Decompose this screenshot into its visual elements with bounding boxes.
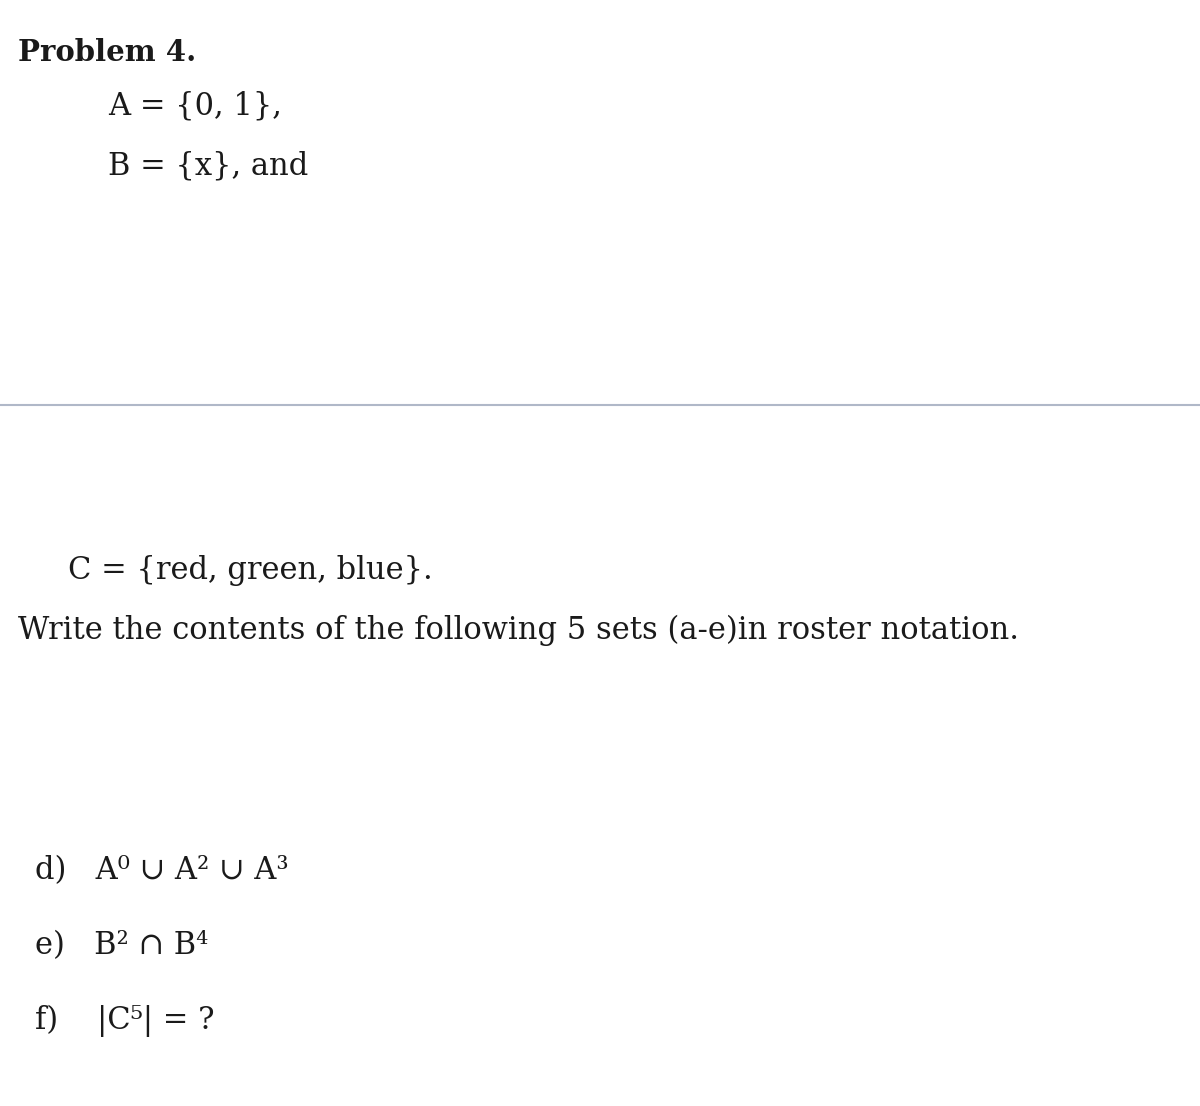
Text: C = {red, green, blue}.: C = {red, green, blue}. [68,555,433,586]
Text: B = {x}, and: B = {x}, and [108,150,308,181]
Text: e)   B² ∩ B⁴: e) B² ∩ B⁴ [35,930,209,961]
Text: A = {0, 1},: A = {0, 1}, [108,90,282,121]
Text: Problem 4.: Problem 4. [18,38,197,67]
Text: d)   A⁰ ∪ A² ∪ A³: d) A⁰ ∪ A² ∪ A³ [35,855,289,886]
Text: Write the contents of the following 5 sets (a-e)in roster notation.: Write the contents of the following 5 se… [18,615,1019,646]
Text: f)    |C⁵| = ?: f) |C⁵| = ? [35,1005,215,1037]
